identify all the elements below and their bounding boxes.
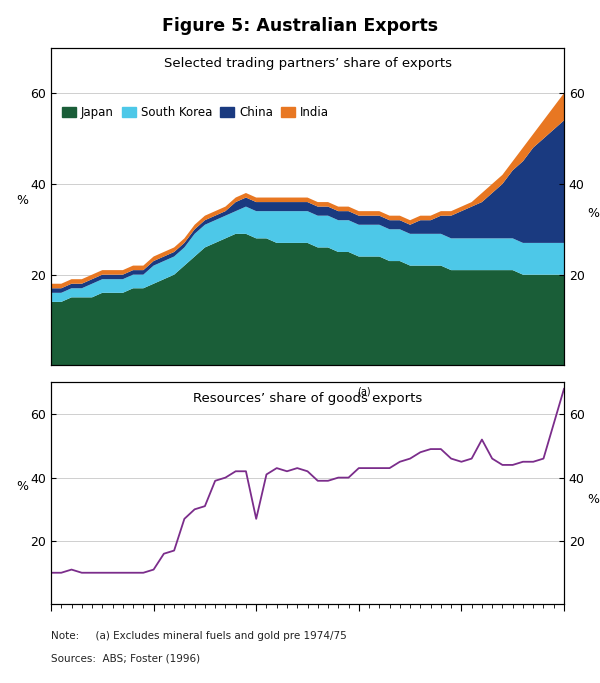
Text: Figure 5: Australian Exports: Figure 5: Australian Exports — [162, 17, 438, 35]
Text: Sources:  ABS; Foster (1996): Sources: ABS; Foster (1996) — [51, 654, 200, 664]
Text: Selected trading partners’ share of exports: Selected trading partners’ share of expo… — [164, 57, 452, 70]
Y-axis label: %: % — [587, 493, 599, 507]
Y-axis label: %: % — [587, 206, 599, 220]
Text: Resources’ share of goods exports: Resources’ share of goods exports — [193, 393, 422, 406]
Legend: Japan, South Korea, China, India: Japan, South Korea, China, India — [57, 101, 334, 124]
Text: Note:     (a) Excludes mineral fuels and gold pre 1974/75: Note: (a) Excludes mineral fuels and gol… — [51, 631, 347, 641]
Text: (a): (a) — [358, 387, 371, 397]
Y-axis label: %: % — [16, 193, 28, 206]
Y-axis label: %: % — [16, 480, 28, 493]
